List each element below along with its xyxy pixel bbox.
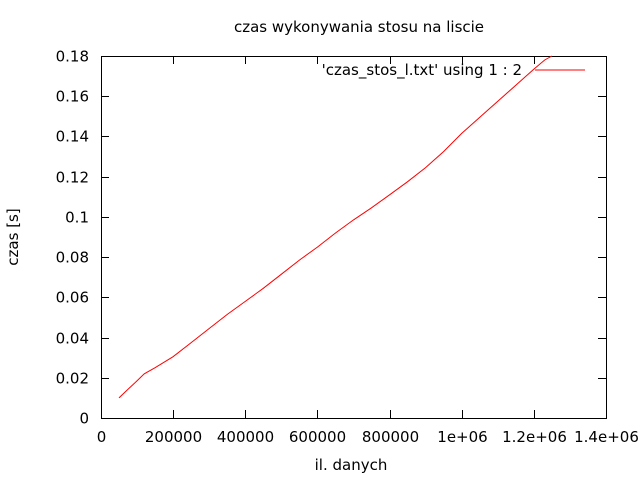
y-tick-label: 0.06 xyxy=(56,289,89,307)
x-axis: 0 200000 400000 600000 800000 1e+06 1.2e+06 1.4… xyxy=(97,56,639,446)
x-tick-label: 1e+06 xyxy=(437,428,487,446)
y-axis-label: czas [s] xyxy=(4,208,22,265)
x-tick-label: 600000 xyxy=(289,428,346,446)
series-line xyxy=(118,55,553,399)
plot-frame xyxy=(101,56,607,419)
series-layer xyxy=(118,55,553,399)
x-axis-label: il. danych xyxy=(315,456,388,474)
x-tick-label: 1.2e+06 xyxy=(502,428,567,446)
x-tick-label: 200000 xyxy=(145,428,202,446)
y-tick-label: 0.14 xyxy=(56,128,89,146)
x-tick-label: 800000 xyxy=(362,428,419,446)
y-tick-label: 0.12 xyxy=(56,169,89,187)
y-tick-label: 0.02 xyxy=(56,370,89,388)
y-tick-label: 0.18 xyxy=(56,48,89,66)
y-tick-label: 0.04 xyxy=(56,330,89,348)
legend-label: 'czas_stos_l.txt' using 1 : 2 xyxy=(322,61,522,80)
y-tick-label: 0.08 xyxy=(56,249,89,267)
y-tick-label: 0 xyxy=(79,410,89,428)
y-tick-label: 0.1 xyxy=(65,209,89,227)
legend: 'czas_stos_l.txt' using 1 : 2 xyxy=(322,61,585,80)
x-tick-label: 1.4e+06 xyxy=(574,428,639,446)
y-axis: 0 0.02 0.04 0.06 0.08 0.1 0.12 0.14 0.16 0.18 xyxy=(56,48,606,428)
x-tick-label: 0 xyxy=(97,428,107,446)
chart-title: czas wykonywania stosu na liscie xyxy=(234,18,484,36)
x-tick-label: 400000 xyxy=(217,428,274,446)
y-tick-label: 0.16 xyxy=(56,88,89,106)
